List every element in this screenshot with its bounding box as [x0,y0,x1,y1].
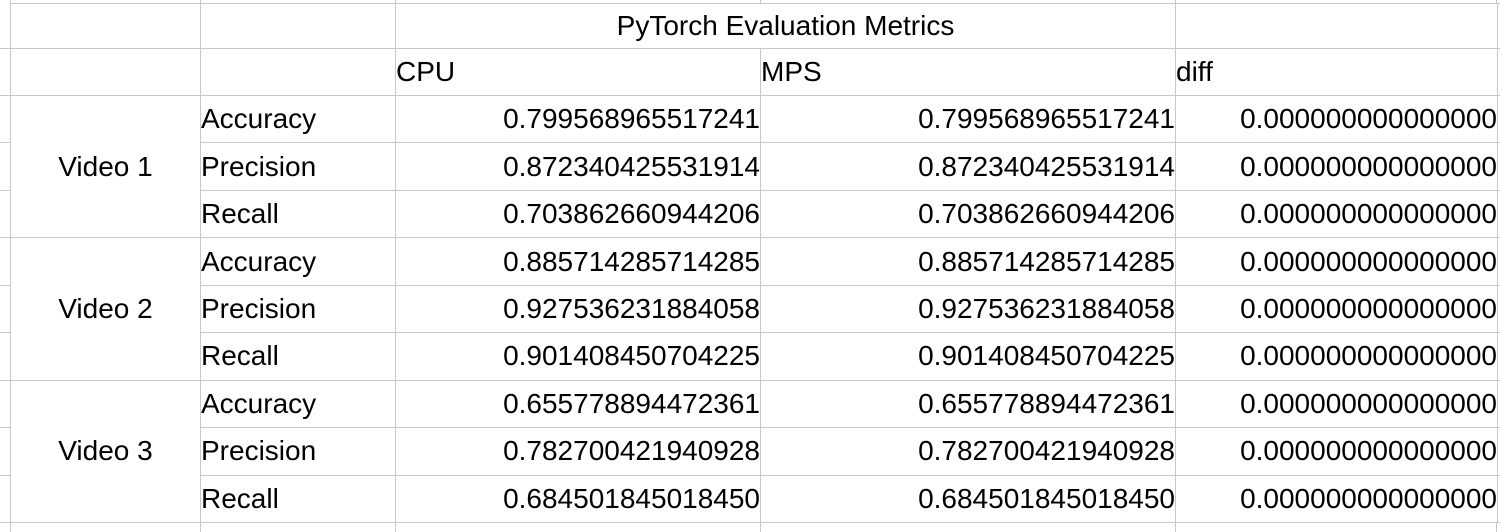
gridline-stub [1496,522,1497,532]
video-group-label[interactable]: Video 3 [10,379,201,523]
gridline-stub [10,522,11,532]
gridline-stub [1496,332,1500,333]
table-title-cell[interactable]: PyTorch Evaluation Metrics [395,3,1176,49]
cell-diff[interactable]: 0.000000000000000 [1175,189,1498,239]
table-row: Recall 0.684501845018450 0.6845018450184… [11,474,1498,523]
gridline-stub [395,0,396,3]
video-group-label[interactable]: Video 2 [10,237,201,381]
metrics-table: PyTorch Evaluation Metrics CPU MPS diff … [10,3,1498,523]
cell-cpu[interactable]: 0.927536231884058 [395,284,761,334]
cell-cpu[interactable]: 0.684501845018450 [395,474,761,523]
gridline-stub [1175,522,1176,532]
cell-diff[interactable]: 0.000000000000000 [1175,142,1498,191]
gridline-stub [0,427,10,428]
col-header-cpu[interactable]: CPU [395,48,761,96]
cell-cpu[interactable]: 0.799568965517241 [395,94,761,144]
cell-diff[interactable]: 0.000000000000000 [1175,332,1498,381]
header-row: CPU MPS diff [10,48,1498,96]
empty-cell[interactable] [200,3,396,49]
empty-cell[interactable] [10,3,201,49]
gridline-stub [0,190,10,191]
gridline-stub [0,95,10,96]
gridline-stub [0,475,10,476]
gridline-stub [1496,48,1500,49]
gridline-stub [1496,522,1500,523]
cell-mps[interactable]: 0.782700421940928 [760,427,1176,476]
table-row: Video 3 Accuracy 0.655778894472361 0.655… [10,379,1498,523]
metric-label[interactable]: Accuracy [200,94,396,144]
metric-label[interactable]: Accuracy [200,379,396,429]
metric-label[interactable]: Precision [200,142,396,191]
cell-mps[interactable]: 0.885714285714285 [760,237,1176,286]
gridline-stub [200,522,201,532]
gridline-stub [1496,190,1500,191]
col-header-mps[interactable]: MPS [760,48,1176,96]
cell-mps[interactable]: 0.703862660944206 [760,189,1176,239]
gridline-stub [0,285,10,286]
cell-cpu[interactable]: 0.655778894472361 [395,379,761,429]
table-row: Recall 0.703862660944206 0.7038626609442… [11,189,1498,239]
gridline-stub [1496,237,1500,238]
gridline-stub [760,522,761,532]
metric-label[interactable]: Recall [200,189,396,239]
cell-mps[interactable]: 0.872340425531914 [760,142,1176,191]
gridline-stub [760,0,761,3]
gridline-stub [1496,95,1500,96]
cell-cpu[interactable]: 0.901408450704225 [395,332,761,381]
empty-cell[interactable] [200,48,396,96]
cell-mps[interactable]: 0.927536231884058 [760,284,1176,334]
empty-cell[interactable] [10,48,201,96]
gridline-stub [1496,380,1500,381]
table-row: Precision 0.927536231884058 0.9275362318… [11,284,1498,334]
cell-mps[interactable]: 0.901408450704225 [760,332,1176,381]
gridline-stub [0,522,10,523]
gridline-stub [395,522,396,532]
cell-diff[interactable]: 0.000000000000000 [1175,94,1498,144]
table-row: Recall 0.901408450704225 0.9014084507042… [11,332,1498,381]
cell-mps[interactable]: 0.684501845018450 [760,474,1176,523]
gridline-stub [10,0,11,3]
cell-cpu[interactable]: 0.782700421940928 [395,427,761,476]
gridline-stub [0,237,10,238]
cell-cpu[interactable]: 0.703862660944206 [395,189,761,239]
metric-label[interactable]: Precision [200,427,396,476]
col-header-diff[interactable]: diff [1175,48,1498,96]
cell-diff[interactable]: 0.000000000000000 [1175,427,1498,476]
metric-label[interactable]: Accuracy [200,237,396,286]
cell-diff[interactable]: 0.000000000000000 [1175,284,1498,334]
table-row: Video 1 Accuracy 0.799568965517241 0.799… [10,94,1498,239]
cell-mps[interactable]: 0.799568965517241 [760,94,1176,144]
table-row: Precision 0.872340425531914 0.8723404255… [11,142,1498,191]
gridline-stub [1175,0,1176,3]
gridline-stub [1496,0,1497,3]
metric-label[interactable]: Recall [200,332,396,381]
gridline-stub [1496,3,1500,4]
gridline-stub [1496,475,1500,476]
gridline-stub [0,332,10,333]
gridline-stub [0,142,10,143]
cell-diff[interactable]: 0.000000000000000 [1175,379,1498,429]
gridline-stub [200,0,201,3]
metric-label[interactable]: Precision [200,284,396,334]
cell-diff[interactable]: 0.000000000000000 [1175,237,1498,286]
gridline-stub [1496,142,1500,143]
gridline-stub [0,48,10,49]
cell-cpu[interactable]: 0.872340425531914 [395,142,761,191]
metric-label[interactable]: Recall [200,474,396,523]
cell-mps[interactable]: 0.655778894472361 [760,379,1176,429]
gridline-stub [1496,285,1500,286]
gridline-stub [0,380,10,381]
gridline-stub [1496,427,1500,428]
cell-diff[interactable]: 0.000000000000000 [1175,474,1498,523]
table-row: Video 2 Accuracy 0.885714285714285 0.885… [10,237,1498,381]
cell-cpu[interactable]: 0.885714285714285 [395,237,761,286]
video-group-label[interactable]: Video 1 [10,94,201,239]
title-row: PyTorch Evaluation Metrics [10,3,1498,49]
table-row: Precision 0.782700421940928 0.7827004219… [11,427,1498,476]
empty-cell[interactable] [1175,3,1498,49]
